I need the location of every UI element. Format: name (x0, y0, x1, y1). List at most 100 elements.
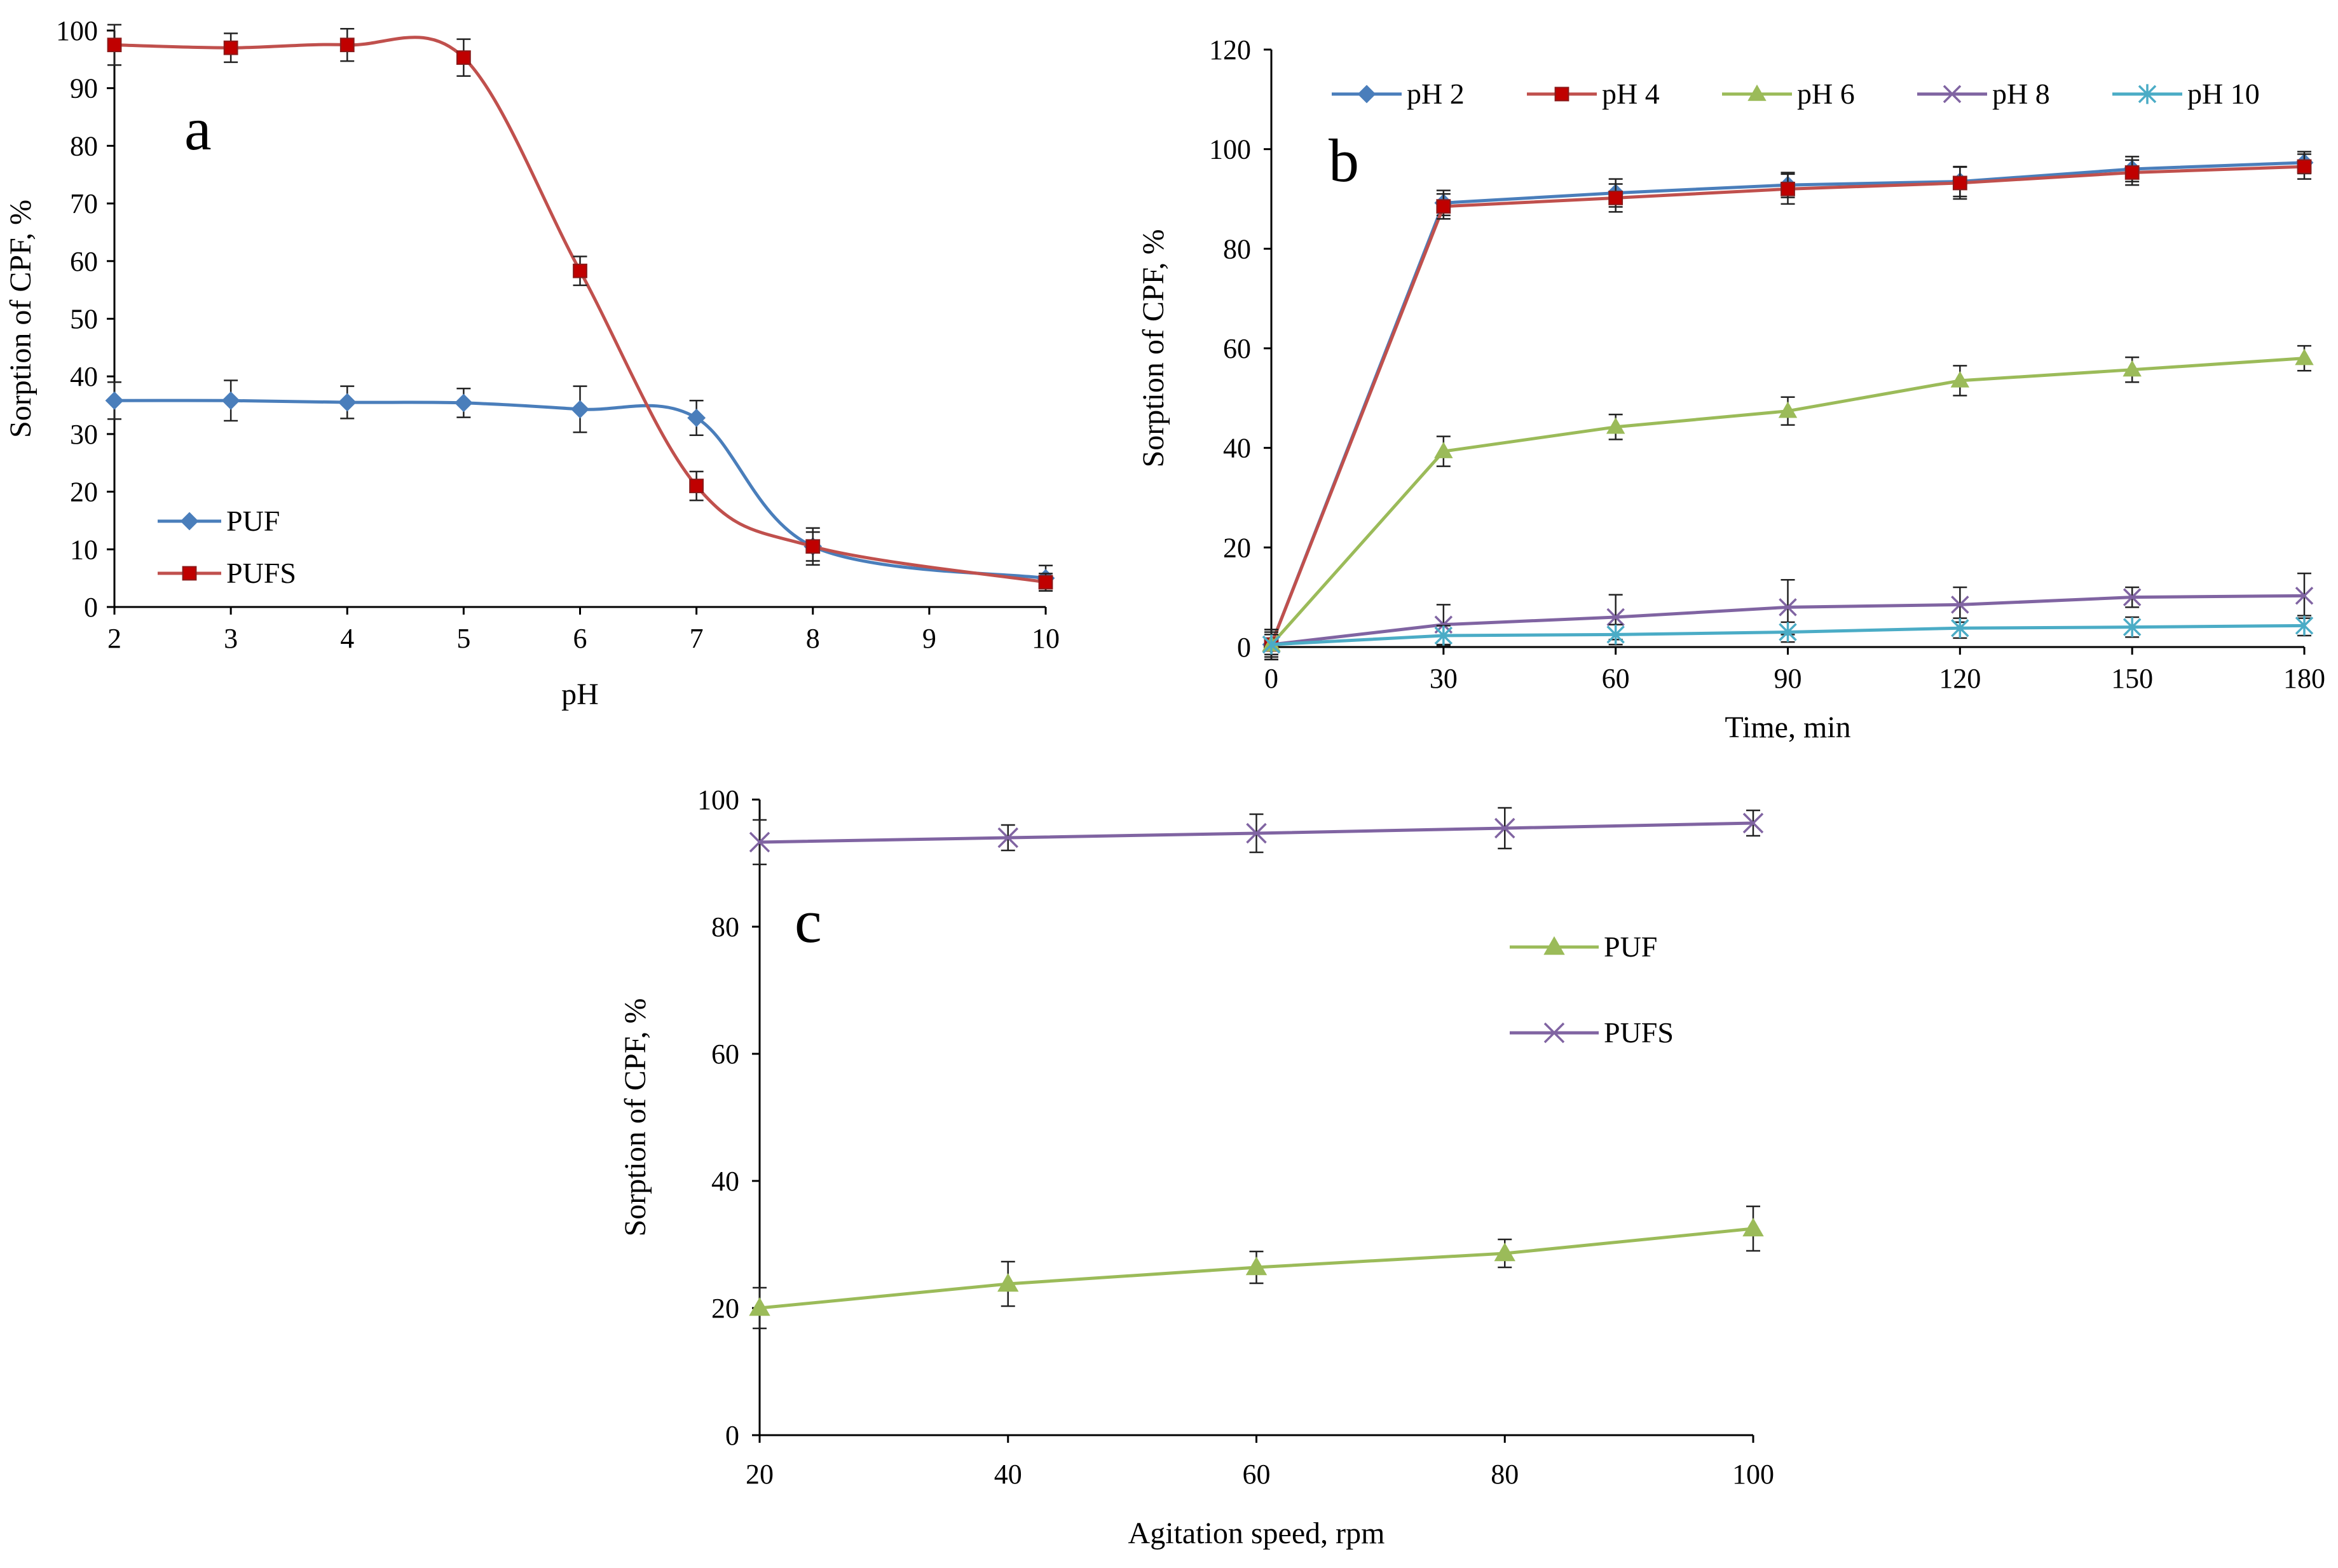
data-point-marker (1747, 84, 1767, 101)
x-tick-label: 80 (1491, 1459, 1519, 1490)
y-tick-label: 60 (1223, 333, 1251, 364)
x-tick-label: 0 (1264, 663, 1278, 694)
legend-entry: PUF (1604, 931, 1657, 963)
x-axis-label: Agitation speed, rpm (1128, 1517, 1385, 1550)
data-point-marker (105, 391, 124, 410)
y-tick-label: 40 (1223, 433, 1251, 464)
y-tick-label: 40 (711, 1166, 739, 1197)
data-point-marker (1494, 1242, 1515, 1262)
data-point-marker (1943, 85, 1962, 104)
series-pufs (749, 807, 1764, 866)
y-tick-label: 90 (70, 73, 98, 104)
x-tick-label: 8 (806, 623, 820, 654)
y-tick-label: 30 (70, 419, 98, 450)
y-tick-label: 60 (70, 246, 98, 277)
data-point-marker (1543, 1022, 1565, 1044)
legend: PUF PUFS (1510, 931, 1674, 1049)
data-point-marker (1245, 1256, 1268, 1276)
data-point-marker (1951, 618, 1969, 638)
data-point-marker (997, 827, 1018, 849)
legend: PUF PUFS (158, 505, 296, 589)
x-tick-label: 5 (456, 623, 470, 654)
y-tick-label: 100 (1209, 134, 1251, 165)
data-point-marker (573, 263, 587, 278)
data-point-marker (749, 831, 770, 853)
x-tick-label: 10 (1032, 623, 1060, 654)
panel-letter: a (184, 95, 212, 163)
panel-letter: c (795, 887, 822, 955)
legend-entry: pH 6 (1797, 78, 1855, 110)
x-axis-label: pH (561, 678, 599, 711)
data-point-marker (1262, 634, 1281, 655)
data-point-marker (223, 40, 238, 55)
series-ph-6 (1262, 344, 2314, 658)
data-point-marker (571, 400, 589, 419)
data-point-marker (339, 37, 355, 53)
x-tick-label: 7 (690, 623, 704, 654)
data-point-marker (1606, 608, 1625, 627)
data-point-marker (2295, 587, 2314, 605)
data-point-marker (107, 37, 122, 53)
data-point-marker (689, 479, 704, 493)
y-tick-label: 50 (70, 304, 98, 335)
data-point-marker (2124, 165, 2140, 180)
chart-panel-a: 0 10 20 30 40 50 60 70 80 90 100 2 3 4 5 6 7 8 9 10 pH Sorpti… (4, 15, 1060, 711)
x-tick-label: 150 (2111, 663, 2153, 694)
data-point-marker (997, 1272, 1019, 1292)
data-point-marker (1434, 625, 1453, 646)
legend: pH 2 pH 4 pH 6 pH 8 pH 10 (1332, 78, 2260, 110)
y-tick-label: 10 (70, 534, 98, 565)
y-tick-label: 100 (56, 15, 98, 46)
y-tick-label: 0 (1237, 632, 1251, 663)
data-point-marker (1357, 85, 1376, 104)
data-point-marker (1436, 199, 1451, 214)
series-puf (749, 1205, 1764, 1330)
data-point-marker (1951, 596, 1969, 614)
data-point-marker (749, 1297, 770, 1316)
y-tick-label: 0 (84, 592, 98, 623)
x-tick-label: 120 (1939, 663, 1981, 694)
data-point-marker (2295, 615, 2314, 636)
data-point-marker (1606, 417, 1625, 434)
legend-entry: pH 4 (1602, 78, 1660, 110)
y-tick-label: 70 (70, 188, 98, 219)
data-point-marker (338, 393, 357, 412)
x-tick-label: 60 (1243, 1459, 1271, 1490)
x-tick-label: 180 (2283, 663, 2325, 694)
data-point-marker (2295, 348, 2314, 365)
data-point-marker (1950, 371, 1970, 388)
x-tick-label: 4 (340, 623, 354, 654)
y-tick-label: 80 (711, 911, 739, 943)
data-point-marker (1608, 191, 1624, 205)
data-point-marker (456, 50, 471, 65)
data-point-marker (687, 409, 706, 427)
series-line (114, 36, 1046, 584)
data-point-marker (2123, 360, 2142, 377)
x-tick-label: 6 (573, 623, 587, 654)
data-point-marker (1038, 575, 1053, 590)
y-tick-label: 120 (1209, 34, 1251, 65)
data-point-marker (182, 566, 197, 581)
x-tick-label: 90 (1774, 663, 1802, 694)
x-tick-label: 60 (1602, 663, 1630, 694)
x-tick-label: 20 (746, 1459, 774, 1490)
data-point-marker (1742, 1217, 1764, 1237)
data-point-marker (1781, 181, 1795, 196)
y-tick-label: 20 (1223, 532, 1251, 563)
data-point-marker (1543, 936, 1565, 955)
data-point-marker (2123, 617, 2142, 637)
legend-entry: PUFS (226, 557, 296, 589)
x-tick-label: 40 (994, 1459, 1022, 1490)
data-point-marker (2138, 84, 2157, 104)
y-axis-label: Sorption of CPF, % (619, 999, 652, 1237)
data-point-marker (1779, 598, 1797, 617)
x-tick-label: 100 (1732, 1459, 1774, 1490)
data-point-marker (805, 539, 821, 554)
data-point-marker (1606, 624, 1625, 645)
data-point-marker (1434, 442, 1453, 458)
y-tick-label: 20 (711, 1293, 739, 1324)
y-axis-label: Sorption of CPF, % (1137, 229, 1170, 468)
x-tick-label: 3 (224, 623, 238, 654)
series-ph-8 (1262, 572, 2314, 660)
